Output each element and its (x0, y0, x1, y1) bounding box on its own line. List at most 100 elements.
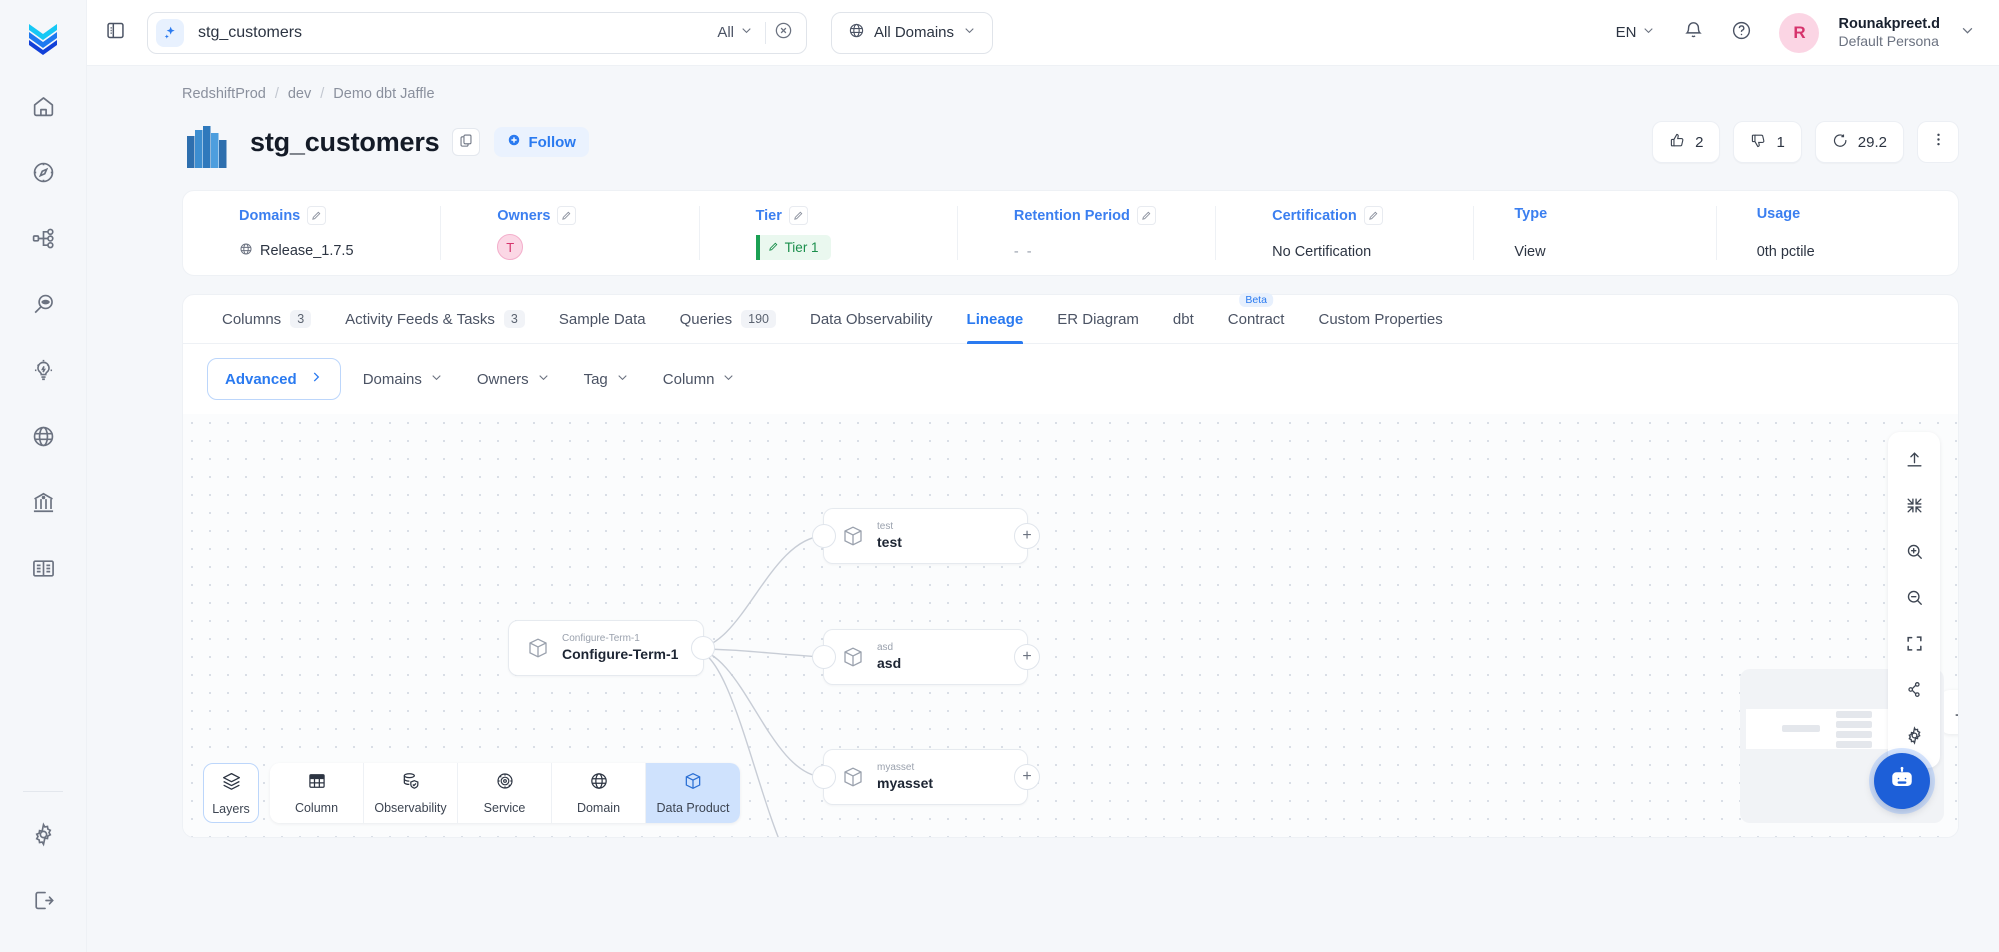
language-selector[interactable]: EN (1606, 18, 1666, 47)
lineage-panel: Advanced Domains Owners (182, 344, 1959, 838)
copy-link-button[interactable] (452, 128, 481, 156)
app-logo[interactable] (21, 16, 65, 60)
layer-option-data-product[interactable]: Data Product (646, 763, 740, 823)
filter-owners[interactable]: Owners (465, 359, 562, 399)
node-output-port[interactable] (691, 636, 715, 660)
notifications-button[interactable] (1673, 13, 1713, 53)
sidebar-item-lineage[interactable] (20, 218, 66, 264)
avatar-initial: R (1793, 22, 1806, 42)
db-shield-icon (401, 771, 421, 796)
export-button[interactable] (1892, 440, 1936, 484)
sidebar-item-insights[interactable] (20, 350, 66, 396)
layer-option-observability[interactable]: Observability (364, 763, 458, 823)
summary-type-value: View (1514, 244, 1546, 260)
summary-domains-value[interactable]: Release_1.7.5 (260, 243, 354, 259)
edge-style-button[interactable] (1940, 690, 1958, 734)
follow-button[interactable]: Follow (494, 127, 589, 157)
domain-selector[interactable]: All Domains (831, 11, 994, 54)
owner-avatar[interactable]: T (497, 234, 524, 260)
search-input[interactable] (184, 23, 706, 42)
help-button[interactable] (1721, 13, 1761, 53)
layer-option-domain[interactable]: Domain (552, 763, 646, 823)
more-actions-button[interactable] (1917, 121, 1959, 163)
lineage-node-asd[interactable]: asd asd + (812, 629, 1040, 685)
redshift-icon (182, 116, 234, 168)
expand-node-button[interactable]: + (1014, 764, 1040, 790)
lineage-node-sub: myasset (877, 762, 915, 774)
sidebar-item-observability[interactable] (20, 284, 66, 330)
search-scope-selector[interactable]: All (705, 24, 765, 41)
path-button[interactable] (1892, 670, 1936, 714)
edit-tier-button[interactable] (788, 206, 808, 225)
tab-lineage[interactable]: Lineage (950, 294, 1041, 344)
layers-toggle-label: Layers (212, 801, 250, 816)
edit-certification-button[interactable] (1363, 206, 1383, 225)
edit-retention-button[interactable] (1136, 206, 1156, 225)
collapse-button[interactable] (1892, 486, 1936, 530)
downvote-button[interactable]: 1 (1733, 121, 1802, 163)
edit-owners-button[interactable] (557, 206, 577, 225)
lineage-canvas[interactable]: Configure-Term-1 Configure-Term-1 (183, 414, 1958, 837)
tab-columns[interactable]: Columns 3 (205, 294, 328, 344)
clear-search-button[interactable] (766, 16, 800, 50)
lineage-node-test[interactable]: test test + (812, 508, 1040, 564)
tab-dbt[interactable]: dbt (1156, 294, 1211, 344)
tab-sample-data[interactable]: Sample Data (542, 294, 663, 344)
chevron-down-icon (1960, 23, 1975, 43)
search-divider (765, 21, 766, 44)
node-input-port[interactable] (812, 765, 836, 789)
tab-er-diagram[interactable]: ER Diagram (1040, 294, 1156, 344)
filter-column[interactable]: Column (651, 359, 748, 399)
sidebar-item-logout[interactable] (20, 880, 66, 926)
fit-screen-button[interactable] (1892, 624, 1936, 668)
sidebar-item-govern[interactable] (20, 482, 66, 528)
chatbot-button[interactable] (1874, 753, 1930, 809)
layer-option-service[interactable]: Service (458, 763, 552, 823)
global-search[interactable]: All (147, 11, 807, 54)
sidebar-item-domains[interactable] (20, 416, 66, 462)
side-panel-toggle-button[interactable] (97, 15, 133, 51)
advanced-filter-button[interactable]: Advanced (207, 358, 341, 400)
tab-data-observability[interactable]: Data Observability (793, 294, 950, 344)
summary-domains: Domains Release_1.7.5 (183, 206, 442, 260)
expand-node-button[interactable]: + (1014, 523, 1040, 549)
zoom-in-button[interactable] (1892, 532, 1936, 576)
node-input-port[interactable] (812, 524, 836, 548)
tab-contract[interactable]: Beta Contract (1211, 293, 1302, 344)
tab-custom-properties[interactable]: Custom Properties (1301, 294, 1459, 344)
upvote-button[interactable]: 2 (1652, 121, 1721, 163)
filter-label: Column (662, 370, 715, 388)
sidebar-item-explore[interactable] (20, 152, 66, 198)
canvas-settings-button[interactable] (1892, 716, 1936, 760)
avatar[interactable]: R (1779, 12, 1820, 53)
breadcrumb-item-2[interactable]: Demo dbt Jaffle (333, 86, 435, 102)
breadcrumb-item-1[interactable]: dev (287, 86, 312, 102)
ai-sparkle-icon[interactable] (156, 18, 184, 47)
breadcrumb-item-0[interactable]: RedshiftProd (182, 86, 266, 102)
node-input-port[interactable] (812, 645, 836, 669)
score-button[interactable]: 29.2 (1814, 121, 1904, 163)
edit-domains-button[interactable] (307, 206, 327, 225)
layer-option-column[interactable]: Column (270, 763, 364, 823)
lineage-node-text: test test (877, 521, 902, 550)
chevron-right-icon (309, 370, 323, 388)
expand-node-button[interactable]: + (1014, 644, 1040, 670)
sidebar-item-glossary[interactable] (20, 548, 66, 594)
tab-activity-feeds-tasks[interactable]: Activity Feeds & Tasks 3 (328, 294, 542, 344)
tab-queries[interactable]: Queries 190 (663, 294, 793, 344)
owner-initial: T (506, 239, 515, 255)
lineage-node-root[interactable]: Configure-Term-1 Configure-Term-1 (508, 620, 715, 676)
summary-usage: Usage 0th pctile (1717, 206, 1958, 260)
zoom-out-button[interactable] (1892, 578, 1936, 622)
zoom-out-icon (1905, 588, 1924, 612)
filter-tag[interactable]: Tag (572, 359, 641, 399)
top-bar-right: EN (1606, 12, 1975, 53)
sidebar-item-home[interactable] (20, 86, 66, 132)
user-menu-button[interactable] (1960, 23, 1975, 43)
lineage-node-myasset[interactable]: myasset myasset + (812, 749, 1040, 805)
status-badge[interactable]: Tier 1 (755, 235, 831, 260)
layers-toggle-button[interactable]: Layers (203, 763, 259, 823)
sidebar-item-settings[interactable] (20, 814, 66, 860)
filter-domains[interactable]: Domains (351, 359, 455, 399)
bank-icon (31, 490, 56, 520)
